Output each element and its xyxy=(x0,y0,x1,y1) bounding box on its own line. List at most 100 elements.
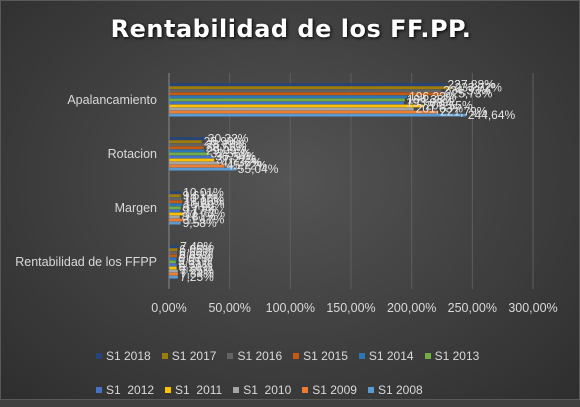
bar xyxy=(169,269,178,273)
bar xyxy=(169,89,442,93)
legend-label: S1 2011 xyxy=(175,383,223,397)
legend-item: S1 2016 xyxy=(227,349,282,363)
data-label: 10,16% xyxy=(183,191,224,205)
data-label: 28,79% xyxy=(206,137,247,151)
data-label: 6,07% xyxy=(178,251,212,265)
bar xyxy=(169,167,236,171)
category-label: Rotacion xyxy=(108,147,157,161)
data-label: 7,34% xyxy=(180,267,214,281)
bar xyxy=(169,218,183,222)
legend-label: S1 2012 xyxy=(106,383,155,397)
legend: S1 2018 S1 2017 S1 2016 S1 2015 S1 2014 S1 20… xyxy=(96,339,576,407)
data-label: 30,32% xyxy=(208,131,249,145)
bar xyxy=(169,149,205,153)
legend-item: S1 2014 xyxy=(358,349,414,363)
bar xyxy=(169,98,405,102)
bar xyxy=(169,164,225,168)
bar xyxy=(169,146,204,150)
data-label: 11,00% xyxy=(184,194,224,208)
data-label: 7,25% xyxy=(180,270,214,284)
legend-item: S1 2009 xyxy=(302,383,357,397)
bar xyxy=(169,194,181,198)
bar xyxy=(169,137,206,141)
bar xyxy=(169,152,209,156)
legend-item: S1 2015 xyxy=(293,349,348,363)
legend-label: S1 2015 xyxy=(303,349,348,363)
bar xyxy=(169,92,443,96)
legend-label: S1 2016 xyxy=(237,349,283,363)
legend-item: S1 2010 xyxy=(233,383,291,397)
x-tick-label: 0,00% xyxy=(151,301,186,315)
data-label: 224,33% xyxy=(443,83,491,97)
data-label: 6,69% xyxy=(179,248,213,262)
data-label: 55,04% xyxy=(238,162,279,176)
legend-swatch xyxy=(227,353,234,359)
bar xyxy=(169,212,184,216)
data-label: 6,56% xyxy=(179,245,213,259)
data-label: 6,95% xyxy=(179,242,213,256)
data-label: 26,90% xyxy=(204,134,245,148)
legend-item: S1 2018 xyxy=(96,349,151,363)
bar xyxy=(169,263,177,267)
x-tick-label: 150,00% xyxy=(326,301,375,315)
data-label: 244,64% xyxy=(468,108,516,122)
data-label: 32,56% xyxy=(211,147,252,161)
data-label: 37,22% xyxy=(216,153,257,167)
bar xyxy=(169,158,215,162)
category-label: Margen xyxy=(115,201,157,215)
legend-label: S1 2018 xyxy=(106,349,151,363)
legend-swatch xyxy=(96,353,102,359)
data-label: 10,60% xyxy=(184,197,225,211)
bar xyxy=(169,83,446,87)
bar xyxy=(169,245,179,249)
data-label: 28,55% xyxy=(206,140,247,154)
data-label: 225,73% xyxy=(445,86,493,100)
bar xyxy=(169,104,424,108)
legend-swatch xyxy=(233,387,240,393)
legend-swatch xyxy=(302,387,309,393)
data-label: 10,01% xyxy=(183,185,224,199)
bar xyxy=(169,206,181,210)
data-label: 9,61% xyxy=(183,188,217,202)
x-tick-label: 300,00% xyxy=(508,301,557,315)
legend-item: S1 2008 xyxy=(367,383,423,397)
legend-row: S1 2012 S1 2011 S1 2010 S1 2009 S1 2008 xyxy=(96,373,576,407)
x-tick-label: 250,00% xyxy=(448,301,497,315)
bar xyxy=(169,221,181,225)
legend-swatch xyxy=(367,387,374,393)
data-label: 5,65% xyxy=(178,255,212,269)
legend-swatch xyxy=(293,353,300,359)
data-label: 6,31% xyxy=(179,258,213,272)
legend-item: S1 2013 xyxy=(424,349,479,363)
legend-swatch xyxy=(96,387,102,393)
bar xyxy=(169,161,220,165)
data-label: 209,55% xyxy=(425,99,473,113)
category-label: Rentabilidad de los FFPP xyxy=(15,255,157,269)
legend-swatch xyxy=(165,387,172,393)
bar xyxy=(169,200,183,204)
data-label: 8,81% xyxy=(182,210,216,224)
x-tick-label: 100,00% xyxy=(266,301,315,315)
bar xyxy=(169,110,439,114)
x-tick-label: 200,00% xyxy=(387,301,436,315)
bar xyxy=(169,203,182,207)
bar xyxy=(169,191,182,195)
data-label: 11,17% xyxy=(185,213,225,227)
bar xyxy=(169,275,178,279)
data-label: 45,72% xyxy=(226,159,267,173)
legend-label: S1 2014 xyxy=(368,349,414,363)
data-label: 196,22% xyxy=(409,89,457,103)
legend-label: S1 2010 xyxy=(243,383,292,397)
bar xyxy=(169,260,176,264)
bar xyxy=(169,254,178,258)
bar xyxy=(169,215,180,219)
plot-area: 0,00% 50,00% 100,00% 150,00% 200,00% 250,00% 3… xyxy=(15,73,558,315)
bar xyxy=(169,248,178,252)
legend-swatch xyxy=(424,353,431,359)
bar xyxy=(169,140,202,144)
data-label: 201,63% xyxy=(416,102,464,116)
legend-label: S1 2009 xyxy=(312,383,357,397)
bar xyxy=(169,143,204,147)
legend-item: S1 2017 xyxy=(161,349,216,363)
